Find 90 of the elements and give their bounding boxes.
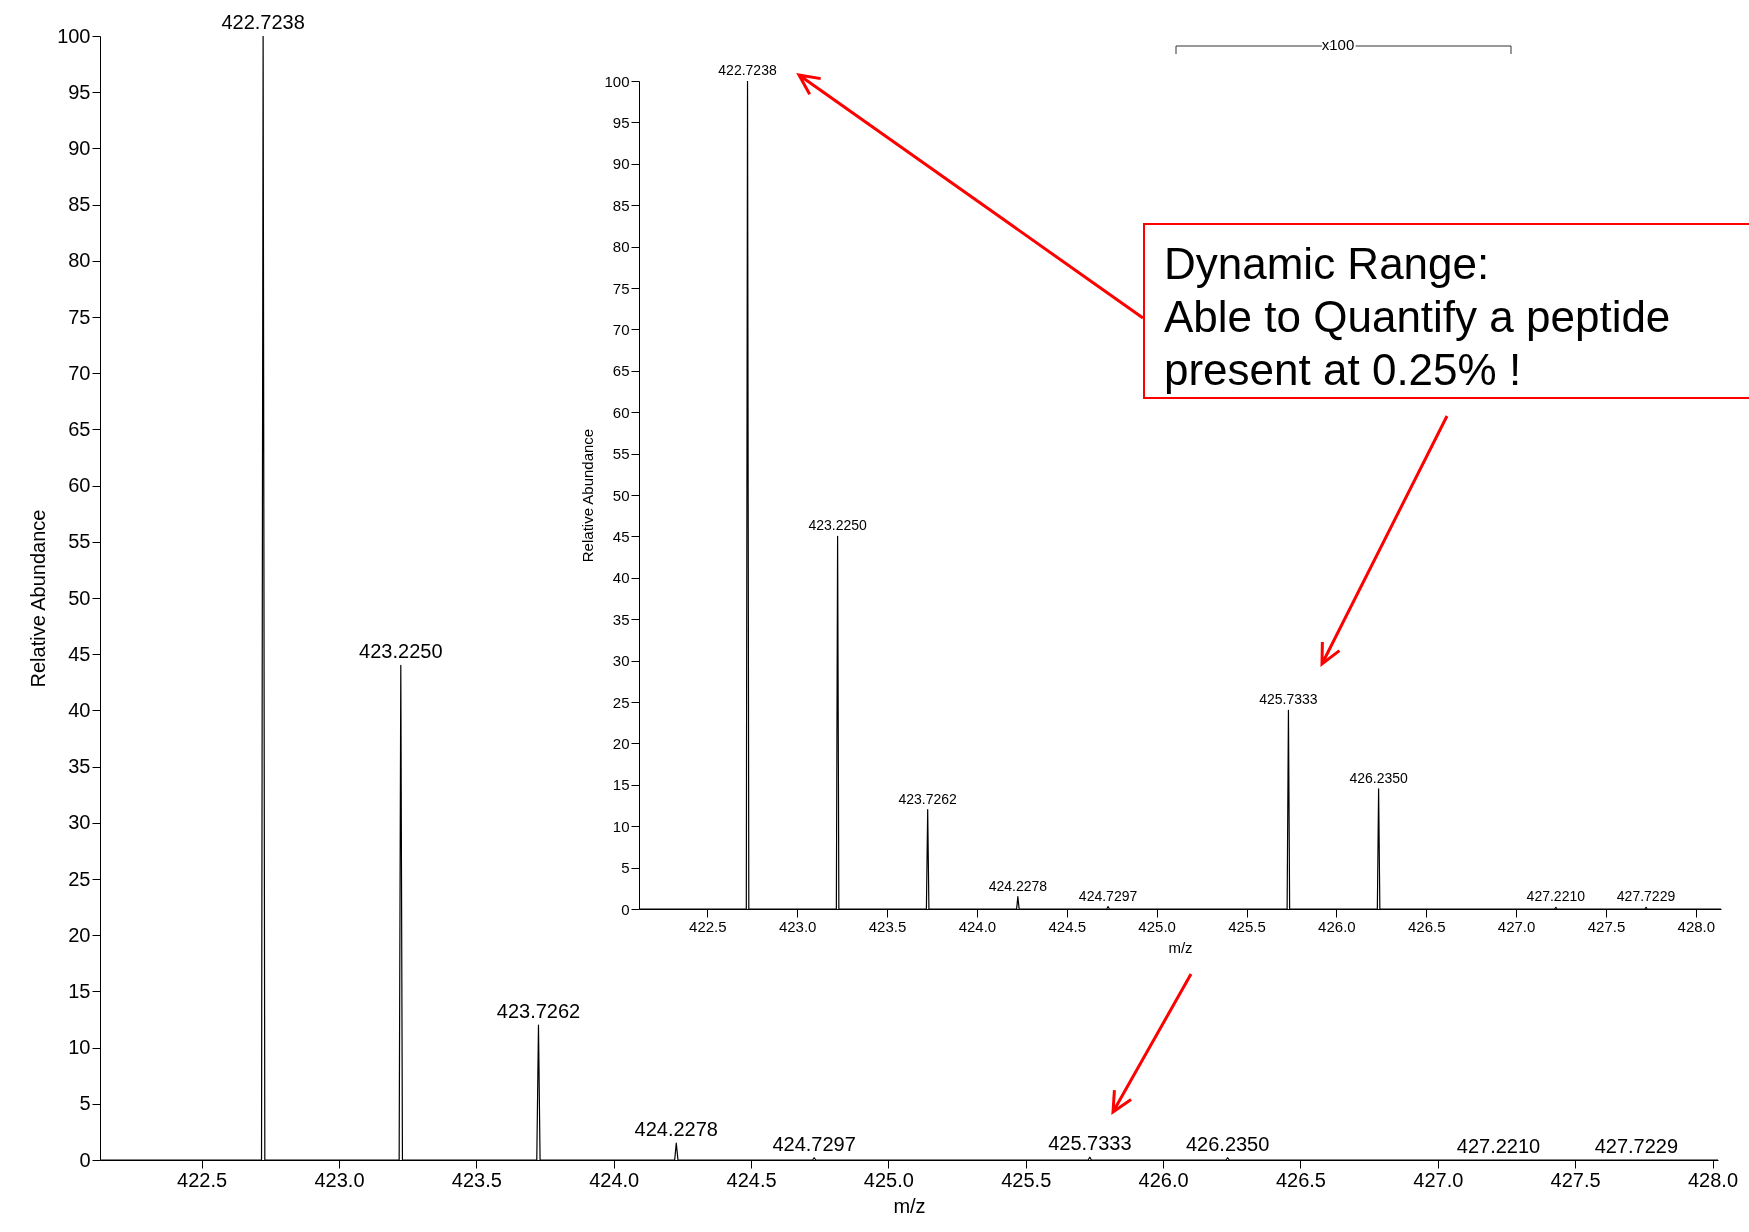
x-tick-label: 423.5 [451,1168,502,1191]
y-tick-label: 0 [621,900,630,918]
y-tick-label: 65 [612,362,630,380]
y-tick-label: 45 [68,642,91,665]
annotation: 425.7333 [1048,1132,1132,1155]
x-tick-label: 424.0 [958,917,997,935]
y-tick-label: 80 [612,238,630,256]
annotation: 425.7333 [1259,691,1318,708]
y-tick-label: 100 [604,72,630,90]
x-tick-label: 427.5 [1550,1168,1601,1191]
x-tick-label: 425.0 [1138,917,1176,935]
x-tick-label: 426.0 [1138,1168,1189,1191]
x-tick-label: 426.5 [1275,1168,1326,1191]
x-tick-label: 427.0 [1413,1168,1464,1191]
x-axis-title: m/z [893,1194,926,1217]
y-tick-label: 100 [57,24,91,47]
y-tick-label: 55 [612,445,630,463]
annotation: 427.2210 [1526,888,1586,905]
y-tick-label: 80 [68,249,91,272]
x-tick-label: 424.0 [589,1168,640,1191]
y-axis-title: Relative Abundance [27,509,50,688]
y-tick-label: 35 [612,610,630,628]
annotation: 424.2278 [634,1118,718,1141]
y-tick-label: 90 [68,136,91,159]
y-tick-label: 10 [612,817,630,835]
x-tick-label: 427.5 [1587,917,1626,935]
y-tick-label: 0 [79,1148,91,1171]
annotation: x100 [1321,35,1355,53]
y-tick-label: 40 [612,569,630,587]
x-tick-label: 425.0 [863,1168,914,1191]
annotation: 423.2250 [359,640,443,663]
x-tick-label: 423.5 [868,917,907,935]
y-tick-label: 95 [68,80,91,103]
y-tick-label: 45 [612,527,630,545]
annotation: 424.7297 [1078,887,1138,904]
y-tick-label: 60 [612,403,630,421]
annotation: 426.2350 [1349,769,1409,786]
y-tick-label: 15 [612,776,630,794]
annotation: 423.7262 [898,790,958,807]
annotation: 427.2210 [1456,1135,1541,1157]
x-tick-label: 422.5 [177,1168,228,1191]
y-tick-label: 20 [612,734,630,752]
y-tick-label: 25 [612,693,630,711]
x-tick-label: 423.0 [314,1168,365,1191]
y-tick-label: 75 [68,305,91,328]
y-tick-label: 85 [68,193,91,216]
x-tick-label: 428.0 [1687,1168,1739,1191]
x-tick-label: 426.0 [1318,917,1356,935]
y-tick-label: 10 [68,1036,91,1059]
y-tick-label: 90 [612,155,630,173]
y-tick-label: 60 [68,474,91,497]
y-tick-label: 25 [68,867,91,890]
annotation: 427.7229 [1616,888,1676,905]
y-tick-label: 35 [68,755,91,778]
y-tick-label: 20 [68,923,91,946]
y-tick-label: 5 [79,1092,91,1115]
annotation: Dynamic Range: Able to Quantify a peptide present at 0.25% ! [1143,223,1749,399]
x-tick-label: 423.0 [778,917,817,935]
y-tick-label: 85 [612,196,630,214]
annotation: 427.7229 [1594,1135,1679,1157]
y-tick-label: 5 [621,859,630,877]
y-tick-label: 70 [68,361,91,384]
y-tick-label: 40 [68,698,91,721]
y-tick-label: 75 [612,279,630,297]
annotation: 426.2350 [1185,1132,1270,1155]
annotation: 424.7297 [772,1132,856,1155]
x-tick-label: 424.5 [1048,917,1087,935]
y-tick-label: 70 [612,320,630,338]
y-tick-label: 65 [68,417,91,440]
annotation: 424.2278 [988,877,1048,894]
annotation: 423.7262 [496,1000,581,1023]
x-tick-label: 428.0 [1677,917,1716,935]
annotation: 423.2250 [808,517,868,534]
y-axis-title: Relative Abundance [579,428,597,563]
x-tick-label: 425.5 [1001,1168,1052,1191]
y-tick-label: 50 [68,586,91,609]
annotation: 422.7238 [221,11,305,33]
x-tick-label: 427.0 [1497,917,1536,935]
y-tick-label: 50 [612,486,630,504]
y-tick-label: 55 [68,530,91,553]
y-tick-label: 30 [68,811,91,834]
y-tick-label: 15 [68,979,91,1002]
y-tick-label: 95 [612,113,630,131]
y-tick-label: 30 [612,652,630,670]
x-tick-label: 425.5 [1228,917,1266,935]
x-tick-label: 424.5 [726,1168,777,1191]
x-tick-label: 422.5 [689,917,727,935]
x-tick-label: 426.5 [1407,917,1446,935]
annotation: 422.7238 [718,62,777,78]
x-axis-title: m/z [1168,938,1193,956]
